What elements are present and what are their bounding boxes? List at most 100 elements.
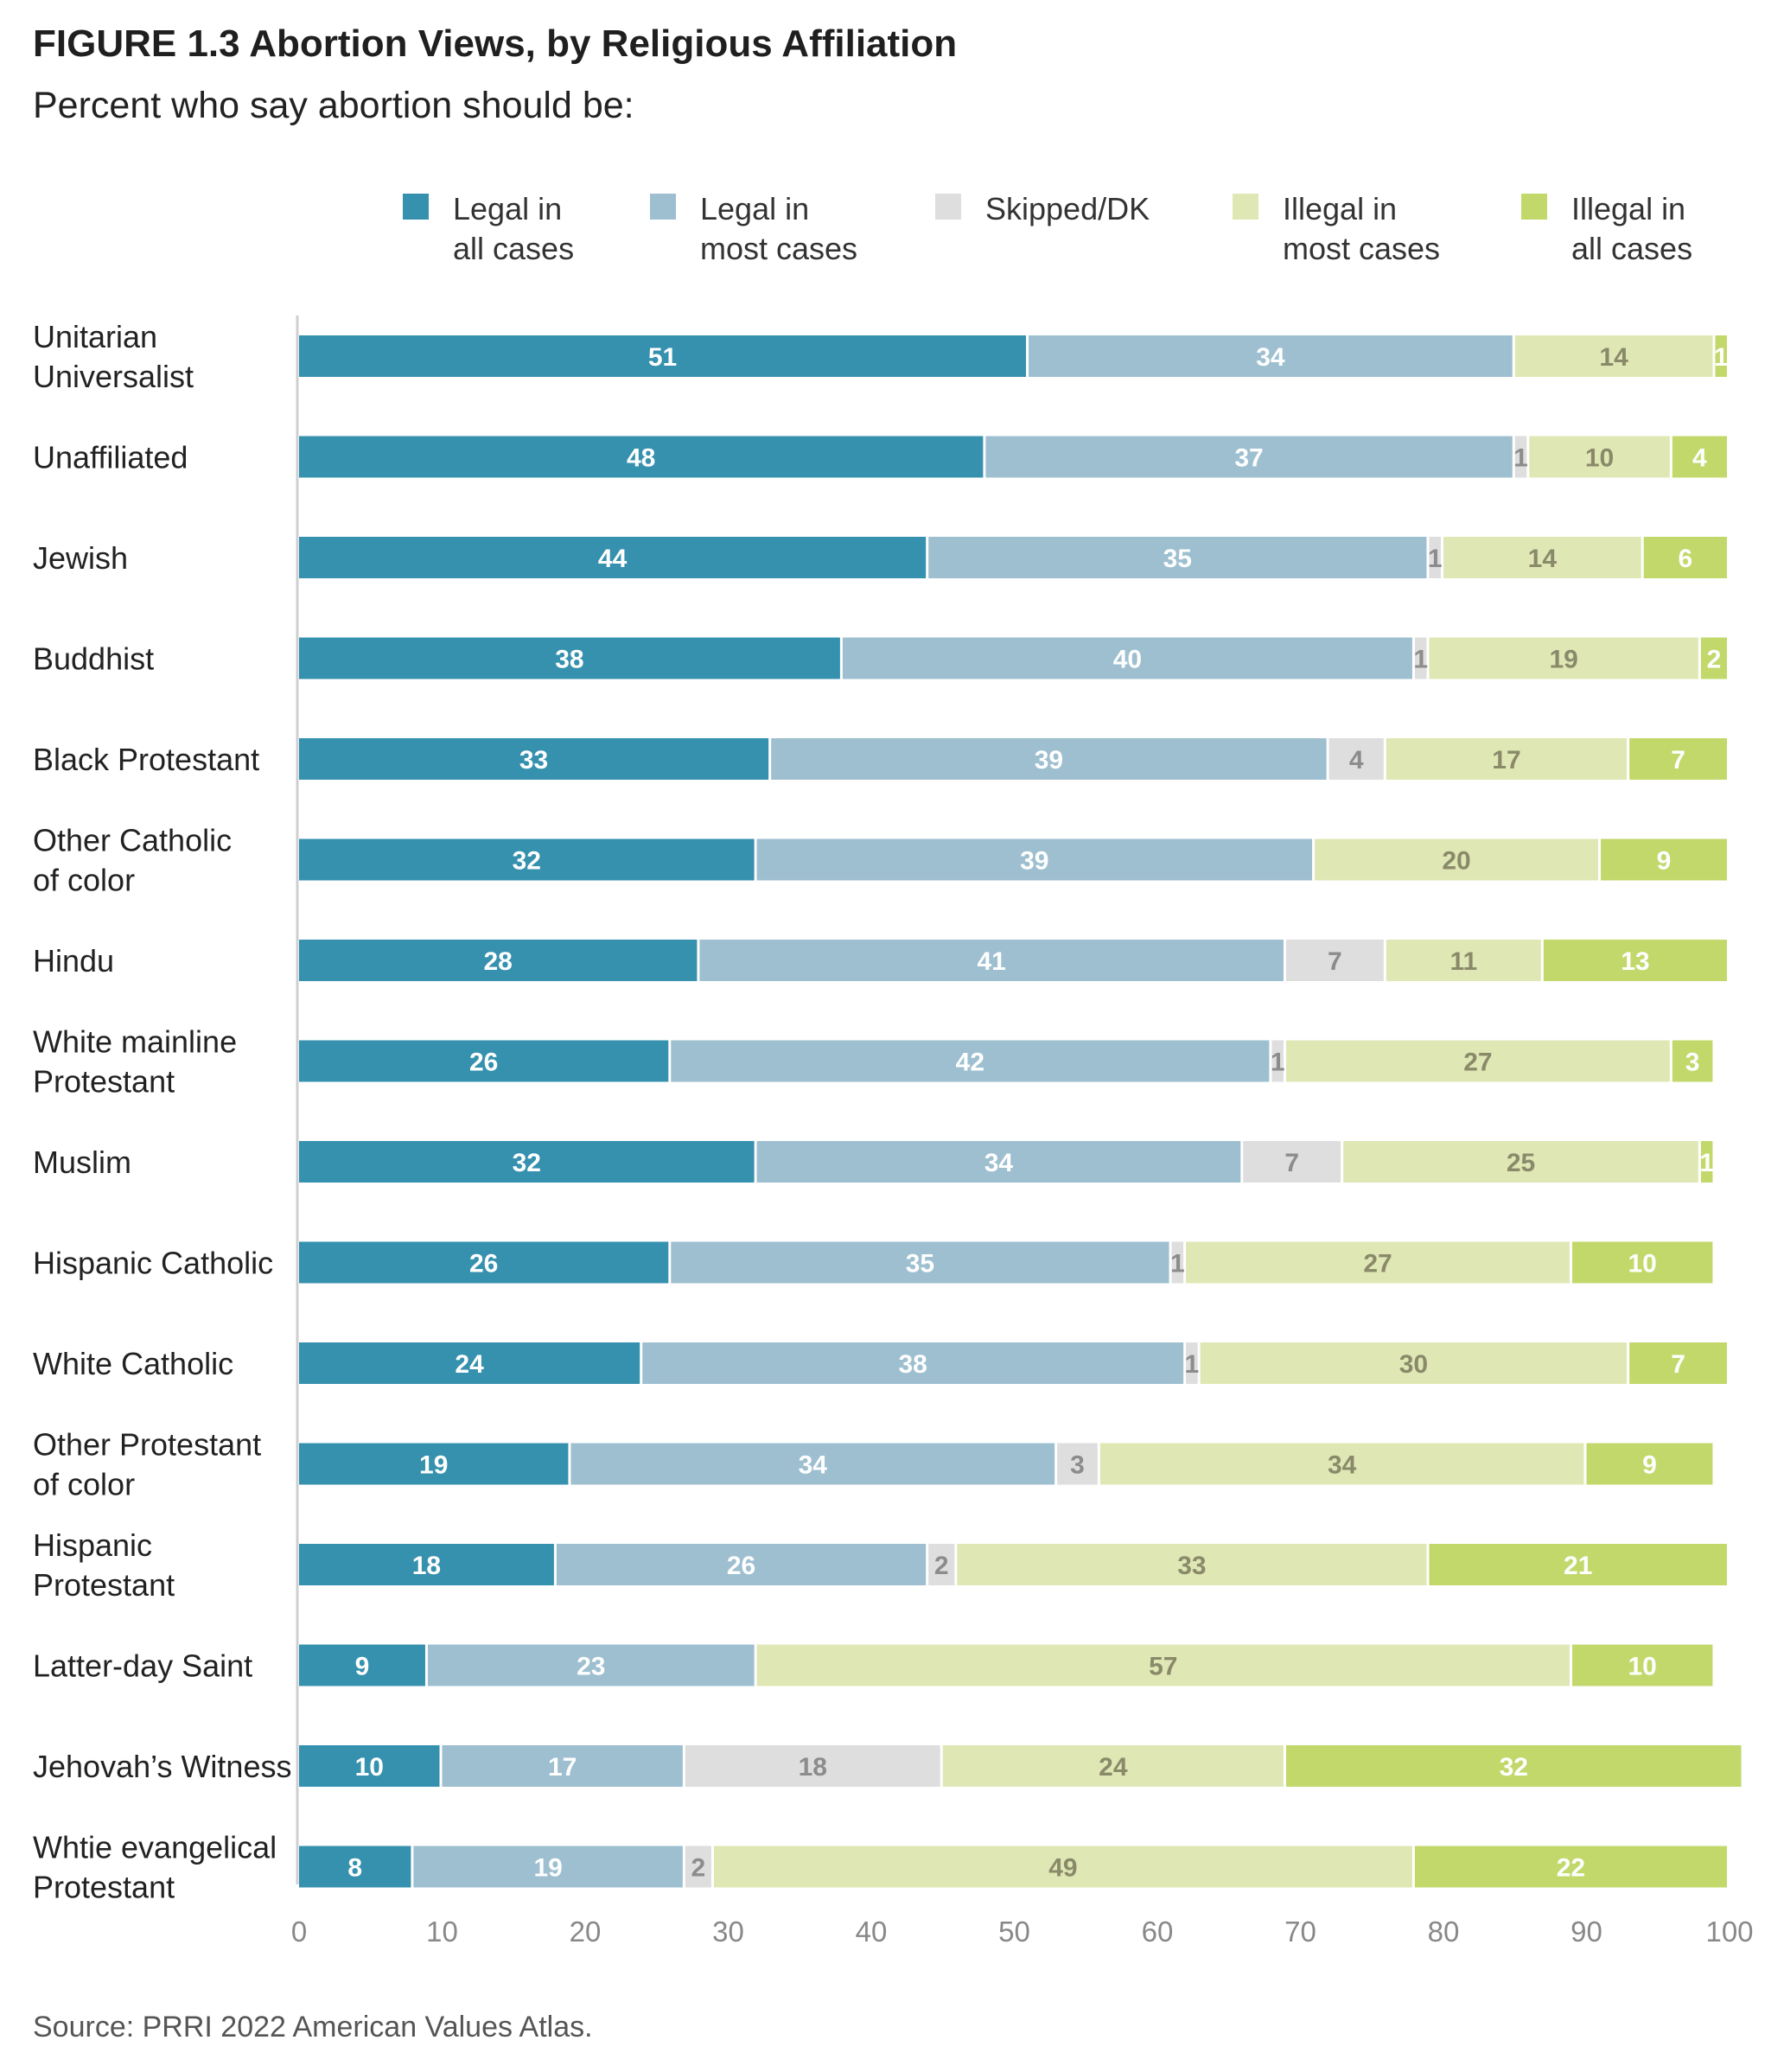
data-label: 7	[1671, 1350, 1685, 1379]
bar-segment	[1672, 1040, 1713, 1082]
bar-segment	[1057, 1443, 1098, 1485]
data-label: 4	[1692, 444, 1707, 473]
bar-segment	[1429, 637, 1698, 679]
data-label: 17	[548, 1753, 577, 1782]
bar-segment	[1029, 335, 1513, 377]
legend-label: Legal in all cases	[453, 191, 574, 266]
bar-segment	[1672, 436, 1727, 478]
data-label: 10	[1628, 1250, 1657, 1278]
bar-row: 33 39 4 17 7	[299, 738, 1727, 780]
bar-segment	[1186, 1342, 1198, 1384]
bar-segment	[1543, 940, 1727, 981]
bar-row: 32 39 20 9	[299, 838, 1727, 881]
bar-row: 19 34 3 34 9	[299, 1443, 1713, 1485]
data-label: 34	[799, 1451, 828, 1480]
data-label: 32	[1500, 1753, 1528, 1782]
data-label: 48	[627, 444, 655, 473]
data-label: 26	[469, 1049, 498, 1077]
data-label: 23	[577, 1653, 605, 1681]
category-label: Other Protestant of color	[33, 1427, 261, 1502]
bar-segment	[1285, 940, 1384, 981]
bar-segment	[1200, 1342, 1628, 1384]
bar-row: 8 19 2 49 22	[299, 1846, 1727, 1888]
bar-segment	[1186, 1241, 1570, 1284]
data-label: 24	[455, 1350, 484, 1379]
bar-row: 44 35 1 14 6	[299, 537, 1727, 578]
bar-segment	[756, 1141, 1241, 1183]
bar-segment	[1315, 838, 1599, 881]
data-label: 22	[1557, 1854, 1585, 1883]
data-label: 32	[513, 847, 541, 876]
bar-segment	[1586, 1443, 1713, 1485]
category-label: White Catholic	[33, 1346, 233, 1381]
x-tick-label: 20	[570, 1916, 602, 1948]
bar-segment	[1243, 1141, 1341, 1183]
bar-segment	[1414, 637, 1427, 679]
data-label: 1	[1413, 646, 1428, 674]
bar-segment	[1601, 838, 1727, 881]
category-label: Black Protestant	[33, 742, 259, 777]
category-label: Jewish	[33, 540, 128, 576]
data-label: 1	[1170, 1250, 1185, 1278]
source-note: Source: PRRI 2022 American Values Atlas.	[33, 2011, 593, 2043]
bar-segment	[671, 1040, 1270, 1082]
category-label: Jehovah’s Witness	[33, 1749, 291, 1784]
data-label: 19	[533, 1854, 562, 1883]
bar-row: 9 23 57 10	[299, 1644, 1713, 1686]
category-label: Hispanic Catholic	[33, 1246, 273, 1281]
data-label: 57	[1149, 1653, 1177, 1681]
bar-segment	[1429, 1544, 1727, 1585]
bar-segment	[570, 1443, 1055, 1485]
bar-segment	[713, 1846, 1412, 1888]
category-label: Unitarian Universalist	[33, 319, 194, 394]
x-tick-label: 40	[856, 1916, 888, 1948]
category-labels: Unitarian Universalist Unaffiliated Jewish B…	[33, 319, 291, 1905]
data-label: 13	[1621, 947, 1649, 976]
bar-segment	[1099, 1443, 1584, 1485]
legend-swatch	[403, 194, 429, 220]
data-label: 41	[977, 947, 1005, 976]
data-label: 32	[513, 1149, 541, 1177]
bar-segment	[1429, 537, 1441, 578]
bar-segment	[842, 637, 1412, 679]
bar-segment	[1443, 537, 1641, 578]
legend-item: Illegal in all cases	[1521, 191, 1692, 266]
data-label: 19	[419, 1451, 448, 1480]
x-tick-label: 60	[1142, 1916, 1174, 1948]
data-label: 42	[956, 1049, 984, 1077]
data-label: 38	[555, 646, 583, 674]
data-label: 35	[906, 1250, 934, 1278]
bar-segment	[1285, 1745, 1742, 1787]
x-tick-label: 30	[712, 1916, 744, 1948]
data-label: 51	[648, 343, 677, 372]
bar-segment	[685, 1745, 940, 1787]
data-label: 1	[1699, 1149, 1714, 1177]
data-label: 35	[1163, 545, 1192, 573]
bar-segment	[1529, 436, 1670, 478]
bar-segment	[299, 1745, 440, 1787]
category-label: Hindu	[33, 943, 114, 979]
category-label: Hispanic Protestant	[33, 1527, 175, 1603]
bar-segment	[442, 1745, 683, 1787]
bar-segment	[1386, 940, 1541, 981]
legend-label: Illegal in most cases	[1283, 191, 1440, 266]
bar-row: 24 38 1 30 7	[299, 1342, 1727, 1384]
data-label: 7	[1284, 1149, 1299, 1177]
bar-row: 18 26 2 33 21	[299, 1544, 1727, 1585]
bar-segment	[1700, 637, 1727, 679]
data-label: 7	[1671, 746, 1685, 775]
bar-segment	[299, 1443, 569, 1485]
x-tick-label: 50	[998, 1916, 1030, 1948]
bar-row: 51 34 14 1	[299, 335, 1729, 377]
bar-segment	[1700, 1141, 1713, 1183]
data-label: 20	[1442, 847, 1470, 876]
x-axis: 0 10 20 30 40 50 60 70 80 90 100	[291, 316, 1754, 1948]
bar-segment	[1715, 335, 1727, 377]
data-label: 8	[347, 1854, 362, 1883]
bar-segment	[1643, 537, 1727, 578]
x-tick-label: 10	[426, 1916, 458, 1948]
x-tick-label: 70	[1284, 1916, 1316, 1948]
bar-segment	[1386, 738, 1628, 780]
bar-segment	[556, 1544, 927, 1585]
